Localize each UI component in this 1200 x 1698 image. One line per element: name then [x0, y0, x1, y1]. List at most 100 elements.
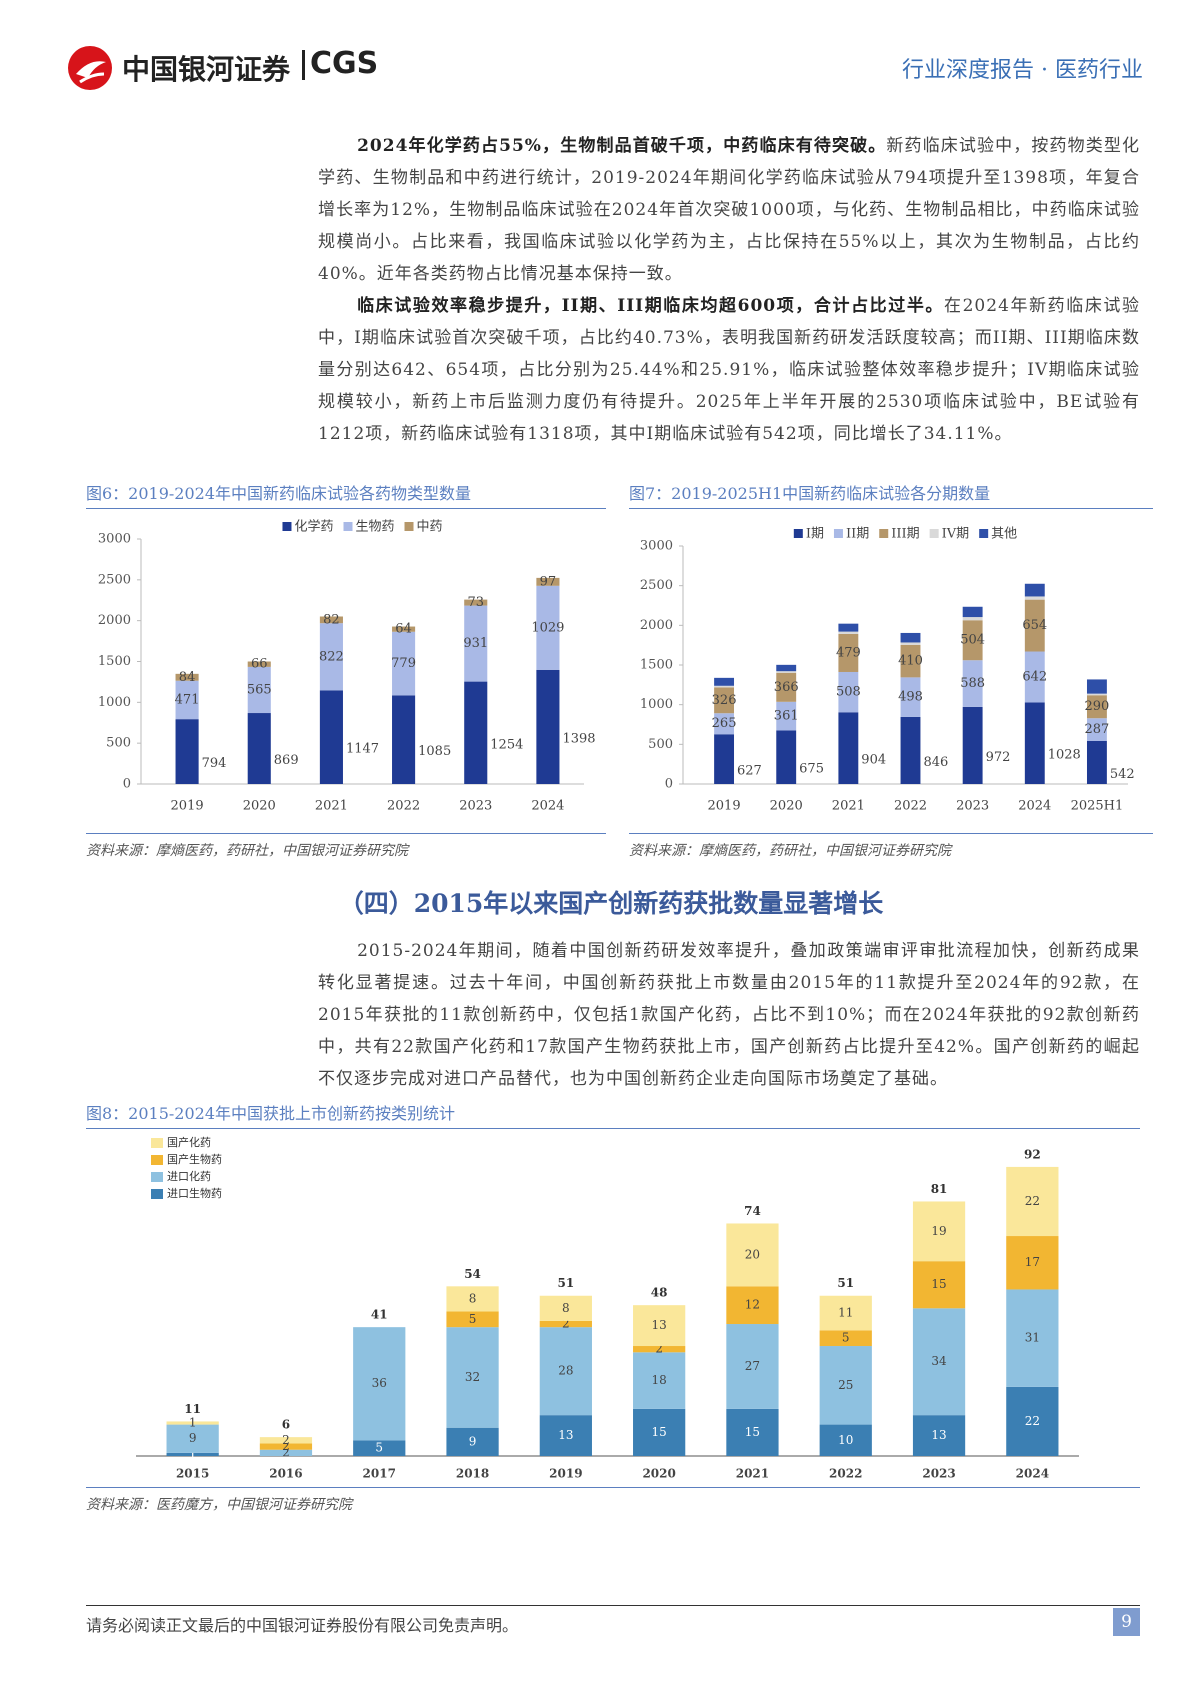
data-label: 15 — [652, 1425, 667, 1439]
bar-segment — [247, 666, 271, 714]
text: 在2024年新药临床试验中，I期临床试验首次突破千项，占比约40.73%，表明我… — [318, 296, 1141, 444]
legend-swatch — [151, 1172, 163, 1182]
data-label: 66 — [251, 657, 268, 672]
paragraph: 临床试验效率稳步提升，II期、III期临床均超600项，合计占比过半。在2024… — [318, 290, 1140, 450]
data-label: 15 — [745, 1425, 760, 1439]
y-tick-label: 0 — [665, 777, 673, 792]
logo-cn: 中国银河证券 — [122, 53, 291, 86]
data-label: 1029 — [531, 620, 564, 635]
bar-segment — [819, 1424, 872, 1456]
data-label: 9 — [469, 1434, 477, 1448]
footer-line — [86, 1605, 1140, 1606]
legend-swatch — [151, 1189, 163, 1199]
bar-segment — [838, 623, 859, 632]
data-label: 2 — [562, 1317, 570, 1331]
y-tick-label: 2000 — [98, 613, 131, 628]
bar-segment — [1086, 695, 1107, 719]
data-label: 410 — [898, 654, 923, 669]
legend-label: IV期 — [942, 527, 970, 542]
x-tick-label: 2023 — [956, 799, 989, 814]
x-tick-label: 2022 — [387, 799, 420, 814]
data-label: 931 — [463, 636, 488, 651]
figure-title: 图6：2019-2024年中国新药临床试验各药物类型数量 — [86, 480, 606, 509]
legend-label: III期 — [891, 527, 919, 542]
y-tick-label: 1000 — [640, 697, 673, 712]
logo-icon — [68, 46, 112, 90]
data-label: 31 — [1025, 1331, 1040, 1345]
y-tick-label: 1500 — [98, 654, 131, 669]
bar-segment — [714, 713, 735, 735]
legend-swatch — [404, 522, 414, 531]
legend-swatch — [343, 522, 353, 531]
chart: 0 500 1000 1500 2000 2500 3000 2019 627 265 326 202… — [640, 527, 1135, 814]
data-label: 73 — [467, 595, 484, 610]
data-label: 10 — [838, 1433, 853, 1447]
legend-swatch — [151, 1155, 163, 1165]
legend-label: 其他 — [991, 527, 1017, 542]
x-tick-label: 2020 — [642, 1467, 675, 1481]
bar-segment — [1024, 599, 1045, 652]
y-tick-label: 2000 — [640, 618, 673, 633]
x-tick-label: 2021 — [832, 799, 865, 814]
bar-segment — [776, 664, 797, 672]
bar-segment — [1024, 583, 1045, 597]
bar-segment — [1086, 741, 1107, 784]
data-label: 542 — [1110, 767, 1135, 782]
bar-segment — [776, 672, 797, 702]
data-label: 326 — [712, 693, 737, 708]
legend-swatch — [833, 529, 843, 538]
bar-segment — [464, 681, 488, 784]
data-label: 822 — [319, 649, 344, 664]
bar-segment — [633, 1305, 686, 1347]
bar-segment — [1024, 702, 1045, 784]
data-label: 1085 — [418, 744, 451, 759]
data-label: 846 — [923, 755, 948, 770]
data-label: 2 — [282, 1445, 290, 1459]
bar-segment — [353, 1440, 406, 1456]
data-label: 25 — [838, 1378, 853, 1392]
legend-swatch — [793, 529, 803, 538]
x-tick-label: 2024 — [531, 799, 564, 814]
bar-segment — [714, 677, 735, 686]
bar-segment — [539, 1415, 592, 1456]
data-label: 794 — [202, 756, 227, 771]
bar-segment — [259, 1449, 313, 1456]
data-label: 15 — [931, 1277, 946, 1291]
bar-segment — [1024, 651, 1045, 703]
bar-segment — [776, 730, 797, 784]
x-tick-label: 2016 — [269, 1467, 302, 1481]
bar-segment — [776, 671, 797, 673]
data-label: 504 — [960, 633, 985, 648]
legend-label: 国产化药 — [167, 1135, 211, 1149]
data-label: 2 — [282, 1433, 290, 1447]
data-label: 34 — [931, 1354, 947, 1368]
text: 2015-2024年期间，随着中国创新药研发效率提升，叠加政策端审评审批流程加快… — [318, 941, 1140, 1089]
figure-title: 图8：2015-2024年中国获批上市创新药按类别统计 — [86, 1100, 1140, 1129]
legend-label: 生物药 — [355, 520, 394, 535]
bar-segment — [726, 1324, 779, 1409]
data-label: 5 — [469, 1312, 477, 1326]
bar-segment — [175, 673, 199, 681]
data-label: 11 — [838, 1306, 853, 1320]
data-label: 9 — [189, 1431, 197, 1445]
bar-segment — [633, 1346, 686, 1353]
bar-segment — [446, 1427, 499, 1456]
legend-swatch — [929, 529, 939, 538]
y-tick-label: 1000 — [98, 695, 131, 710]
data-label: 1028 — [1048, 748, 1081, 763]
data-label: 20 — [745, 1247, 760, 1261]
bar-segment — [838, 631, 859, 634]
data-label: 779 — [391, 656, 416, 671]
total-label: 54 — [464, 1267, 481, 1281]
bar-segment — [1086, 693, 1107, 696]
data-label: 265 — [712, 716, 737, 731]
source: 资料来源：摩熵医药，药研社，中国银河证券研究院 — [629, 833, 1153, 860]
text: 新药临床试验中，按药物类型化学药、生物制品和中药进行统计，2019-2024年期… — [318, 136, 1140, 284]
data-label: 5 — [842, 1331, 850, 1345]
lead: 临床试验效率稳步提升，II期、III期临床均超600项，合计占比过半。 — [357, 296, 945, 316]
bar-segment — [247, 661, 271, 667]
data-label: 675 — [799, 762, 824, 777]
bar-segment — [962, 606, 983, 618]
chart: 2015191112016222620175364120189325854201… — [136, 1135, 1079, 1481]
bar-segment — [962, 617, 983, 621]
